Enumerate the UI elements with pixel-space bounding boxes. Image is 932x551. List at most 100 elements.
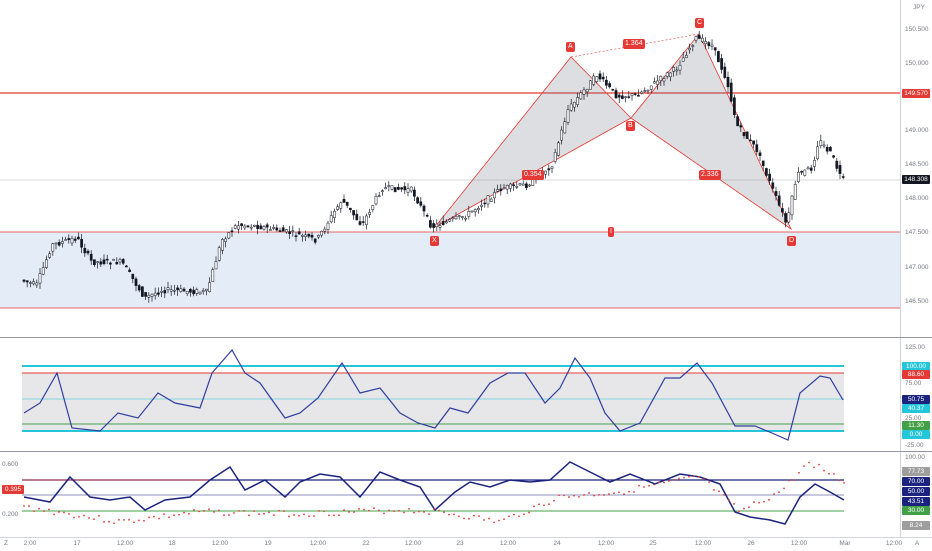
oscillator-2-pane[interactable]: 0.600 0.395 0.200 xyxy=(0,452,900,537)
osc2-dot xyxy=(28,505,30,507)
candle-body xyxy=(121,259,125,264)
candle-body xyxy=(73,238,77,241)
osc2-dot xyxy=(448,513,450,516)
price-tick: 150.500 xyxy=(905,26,929,33)
candle-body xyxy=(131,273,135,279)
candle-body xyxy=(448,219,451,222)
candle-body xyxy=(272,227,275,229)
candle-body xyxy=(605,79,608,86)
candle-body xyxy=(326,222,330,230)
osc2-dot xyxy=(418,510,420,513)
time-axis[interactable]: Z 2:00 17 12:00 18 12:00 19 12:00 22 12:… xyxy=(0,537,932,551)
candle-body xyxy=(771,182,775,189)
candle-body xyxy=(445,221,448,224)
candle-body xyxy=(365,215,368,225)
osc2-dot xyxy=(563,494,565,497)
osc2-dot xyxy=(108,520,110,523)
candle-body xyxy=(198,291,202,295)
osc2-dot xyxy=(83,514,85,517)
osc2-dot xyxy=(703,478,705,481)
osc2-dot xyxy=(303,513,305,516)
osc2-dot xyxy=(348,511,350,513)
osc2-dot xyxy=(478,515,480,518)
candle-body xyxy=(521,183,525,186)
osc2-label: 30.00 xyxy=(902,506,930,515)
candle-body xyxy=(102,259,106,265)
price-chart-canvas[interactable] xyxy=(0,0,900,337)
candle-body xyxy=(822,144,826,147)
osc1-label: 0.00 xyxy=(902,430,930,439)
candle-body xyxy=(784,213,787,223)
oscillator-1-canvas[interactable] xyxy=(0,338,900,451)
osc2-dot xyxy=(63,511,65,514)
pattern-point-d: D xyxy=(787,236,797,246)
candle-body xyxy=(406,188,410,193)
candle-body xyxy=(153,292,157,296)
candle-body xyxy=(144,292,147,297)
time-tick: 12:00 xyxy=(309,540,327,547)
candle-body xyxy=(797,172,800,182)
candle-body xyxy=(163,290,167,294)
candle-body xyxy=(685,55,688,58)
osc2-label: 8.24 xyxy=(902,521,930,530)
pane-separator[interactable] xyxy=(0,451,932,452)
osc2-dot xyxy=(778,491,780,494)
candle-body xyxy=(345,201,349,206)
candle-body xyxy=(601,76,605,80)
candle-body xyxy=(419,201,423,206)
candle-body xyxy=(224,238,227,242)
osc2-dot xyxy=(523,513,525,516)
osc2-label: 77.73 xyxy=(902,467,930,476)
candle-body xyxy=(710,44,714,47)
candle-body xyxy=(355,214,359,221)
candle-body xyxy=(832,155,835,158)
osc2-dot xyxy=(498,519,500,522)
osc2-dot xyxy=(23,505,25,507)
osc2-dot xyxy=(558,494,560,497)
candle-body xyxy=(390,185,394,190)
price-axis[interactable]: JPY 150.500 150.000 149.000 148.500 148.… xyxy=(900,0,932,337)
candle-body xyxy=(720,58,723,70)
osc2-dot xyxy=(843,481,845,484)
osc2-dot xyxy=(603,494,605,496)
candle-body xyxy=(118,259,122,263)
oscillator-1-pane[interactable] xyxy=(0,338,900,451)
oscillator-2-canvas[interactable] xyxy=(0,452,900,537)
price-chart-pane[interactable]: A B C X D 0.354 1.364 2.336 I xyxy=(0,0,900,337)
osc2-dot xyxy=(708,481,710,484)
candle-body xyxy=(589,80,592,90)
candle-body xyxy=(393,187,397,193)
candle-body xyxy=(205,288,208,292)
candle-body xyxy=(525,183,528,188)
oscillator-2-axis[interactable]: 100.00 77.73 70.00 50.00 43.51 30.00 8.2… xyxy=(900,452,932,537)
candle-body xyxy=(134,278,138,286)
candle-body xyxy=(473,209,477,213)
candle-body xyxy=(454,216,458,220)
candle-body xyxy=(672,67,675,72)
osc2-dot xyxy=(298,514,300,517)
osc2-dot xyxy=(758,501,760,504)
candle-body xyxy=(67,238,71,240)
candle-body xyxy=(371,205,375,210)
candle-body xyxy=(681,57,685,62)
candle-body xyxy=(573,102,576,108)
candle-body xyxy=(237,225,240,230)
candle-body xyxy=(585,88,589,93)
osc2-dot xyxy=(788,479,790,482)
osc2-dot xyxy=(403,511,405,514)
candle-body xyxy=(691,45,695,47)
osc2-dot xyxy=(553,499,555,502)
osc2-dot xyxy=(358,508,360,510)
candle-body xyxy=(41,267,45,275)
pane-separator[interactable] xyxy=(0,337,932,338)
osc2-dot xyxy=(398,509,400,512)
candle-body xyxy=(339,202,343,209)
osc2-dot xyxy=(698,475,700,478)
candle-body xyxy=(736,116,739,127)
candle-body xyxy=(358,221,362,225)
time-tick: 12:00 xyxy=(790,540,808,547)
candle-body xyxy=(32,281,35,285)
osc2-dot xyxy=(203,510,205,512)
osc2-dot xyxy=(803,465,805,467)
oscillator-1-axis[interactable]: 125.00 75.00 25.00 -25.00 100.00 88.60 5… xyxy=(900,338,932,451)
